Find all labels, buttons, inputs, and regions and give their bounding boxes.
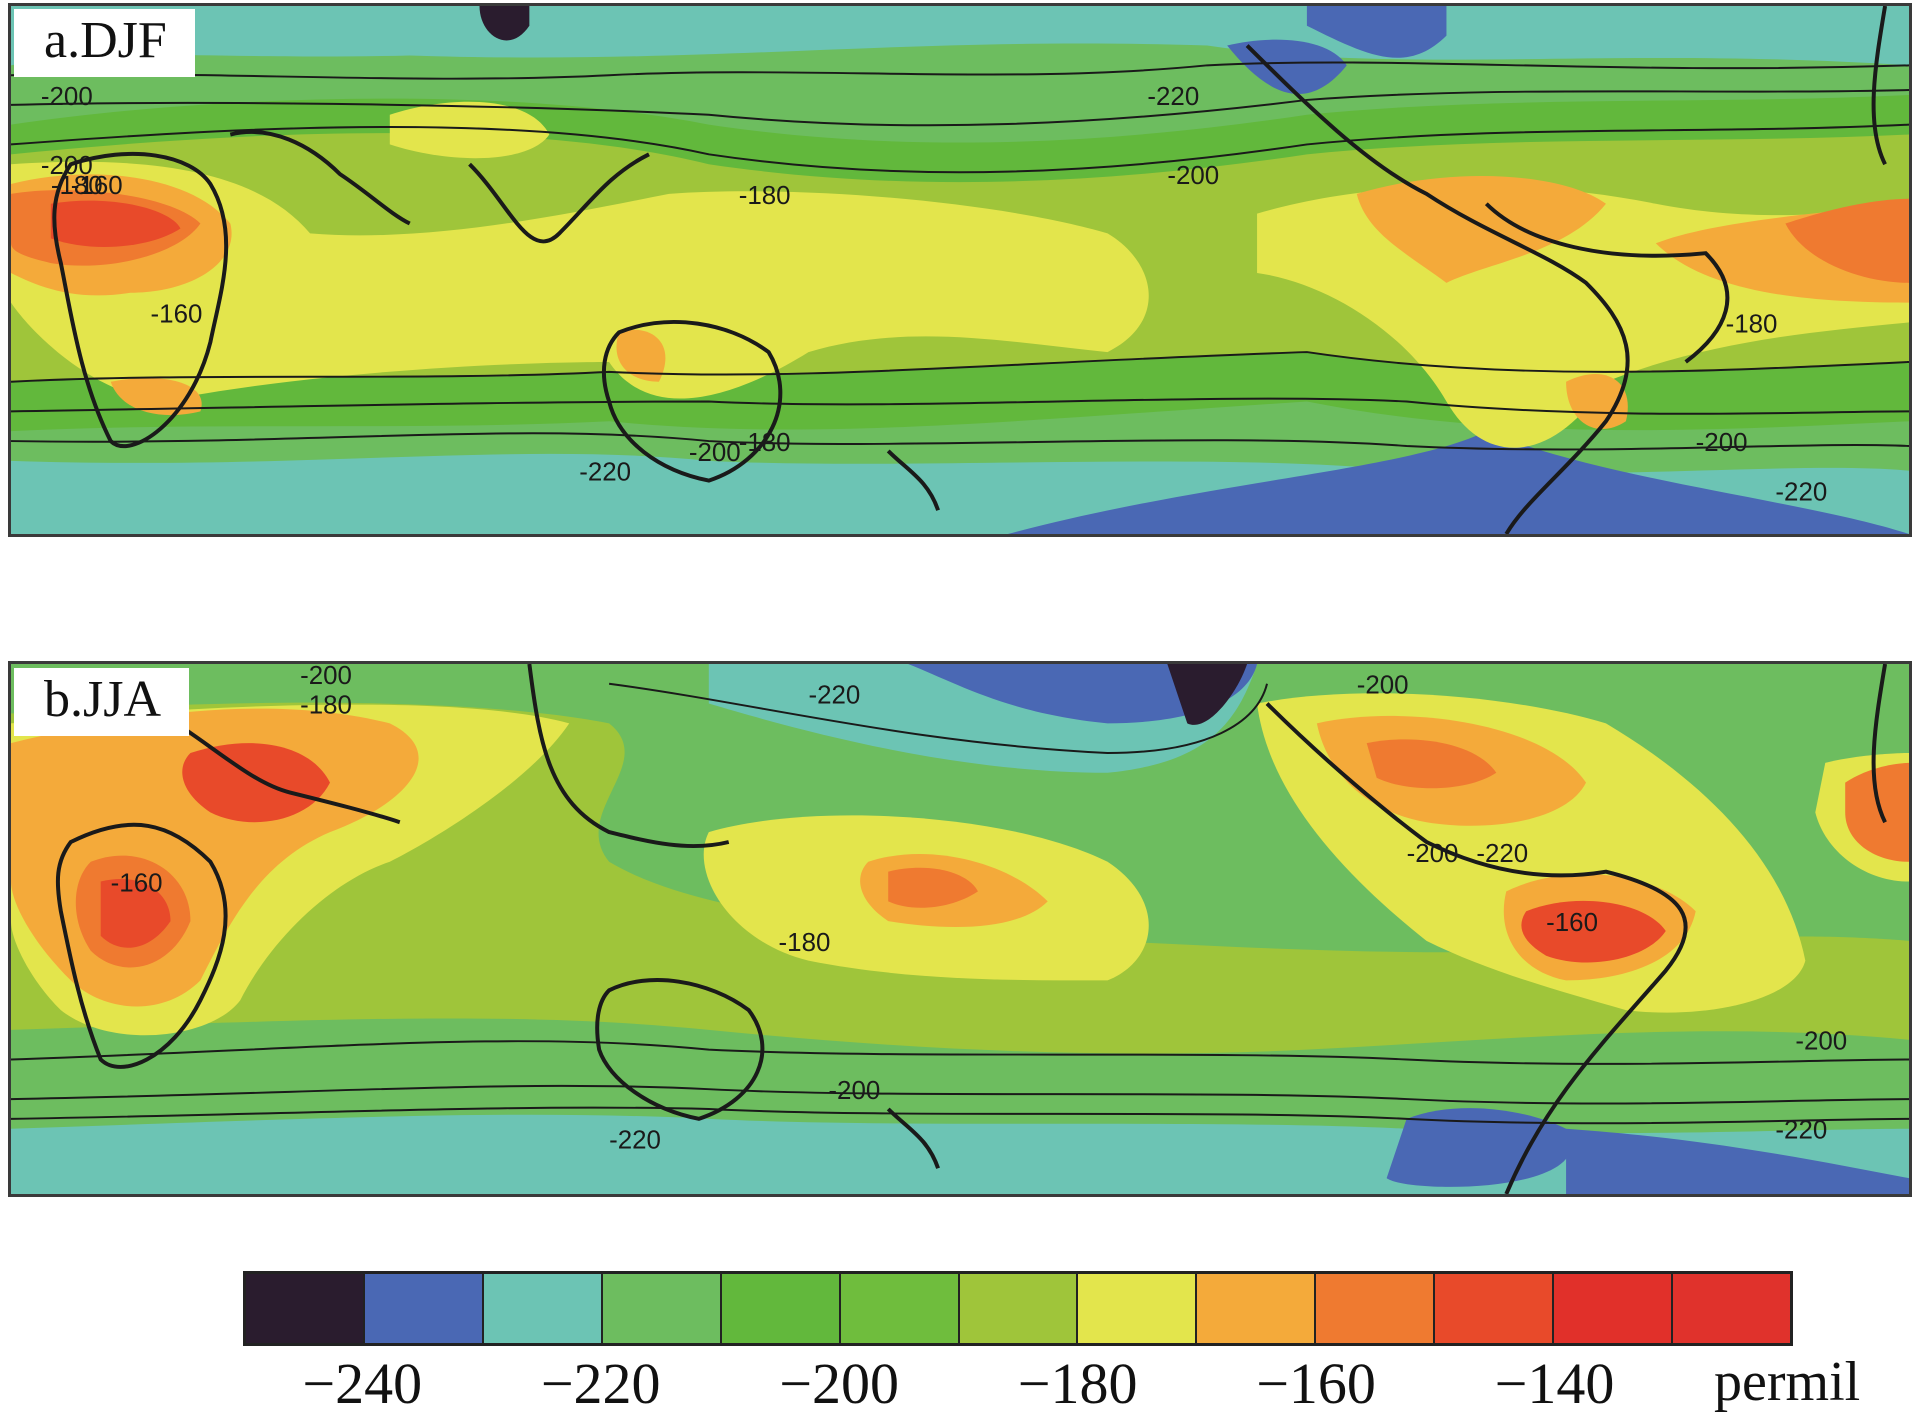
colorbar-tick-label: −160 — [1256, 1351, 1376, 1416]
isotope-map-jja: -200 -180 -160 -220 -200 -160 -180 -200 … — [11, 664, 1909, 1194]
colorbar-swatch — [246, 1274, 365, 1343]
contour-label: -200 — [1407, 840, 1459, 868]
colorbar-swatch — [483, 1274, 603, 1343]
contour-label: -200 — [689, 439, 741, 467]
contour-label: -200 — [41, 83, 93, 111]
colorbar-tick-label: −240 — [302, 1351, 423, 1416]
colorbar-tick-label: −140 — [1494, 1351, 1615, 1416]
contour-label: -220 — [1147, 83, 1199, 111]
contour-label: -180 — [739, 182, 791, 210]
colorbar-swatch — [1316, 1274, 1436, 1343]
contour-label: -180 — [739, 429, 791, 457]
contour-label: -220 — [1775, 478, 1827, 506]
contour-label: -220 — [1775, 1117, 1827, 1145]
panel-title: a.DJF — [14, 9, 195, 77]
contour-label: -180 — [300, 692, 352, 720]
contour-label: -200 — [41, 152, 93, 180]
contour-label: -180 — [1726, 310, 1778, 338]
colorbar-swatch — [959, 1274, 1079, 1343]
panel-title: b.JJA — [14, 668, 190, 736]
contour-label: -160 — [1546, 909, 1598, 937]
colorbar-swatch — [1673, 1274, 1790, 1343]
contour-label: -200 — [1167, 162, 1219, 190]
contour-label: -160 — [151, 300, 203, 328]
contour-label: -160 — [111, 870, 163, 898]
colorbar-swatch — [602, 1274, 722, 1343]
isotope-map-djf: -200 -200 -180 -160 -160 -220 -200 -180 … — [11, 6, 1909, 534]
contour-label: -180 — [51, 172, 103, 200]
colorbar-swatch — [1078, 1274, 1198, 1343]
colorbar-swatch — [1197, 1274, 1317, 1343]
colorbar-swatch — [1554, 1274, 1674, 1343]
map-panel-djf: -200 -200 -180 -160 -160 -220 -200 -180 … — [8, 3, 1912, 537]
contour-label: -220 — [609, 1127, 661, 1155]
colorbar-tick-label: −200 — [779, 1351, 899, 1416]
colorbar-tick-label: −180 — [1017, 1351, 1138, 1416]
colorbar-unit-label: permil — [1714, 1351, 1861, 1413]
contour-label: -200 — [1795, 1028, 1847, 1056]
colorbar-swatch — [1435, 1274, 1555, 1343]
colorbar-swatch — [721, 1274, 841, 1343]
contour-label: -200 — [300, 664, 352, 690]
contour-label: -160 — [71, 172, 123, 200]
contour-label: -220 — [579, 459, 631, 487]
colorbar-swatch — [840, 1274, 960, 1343]
contour-label: -220 — [1476, 840, 1528, 868]
map-panel-jja: -200 -180 -160 -220 -200 -160 -180 -200 … — [8, 661, 1912, 1197]
colorbar-swatch — [364, 1274, 484, 1343]
contour-label: -200 — [828, 1077, 880, 1105]
contour-label: -220 — [808, 682, 860, 710]
colorbar-tick-label: −220 — [540, 1351, 661, 1416]
colorbar — [243, 1271, 1793, 1346]
contour-label: -180 — [779, 929, 831, 957]
contour-label: -200 — [1357, 672, 1409, 700]
contour-label: -200 — [1696, 429, 1748, 457]
